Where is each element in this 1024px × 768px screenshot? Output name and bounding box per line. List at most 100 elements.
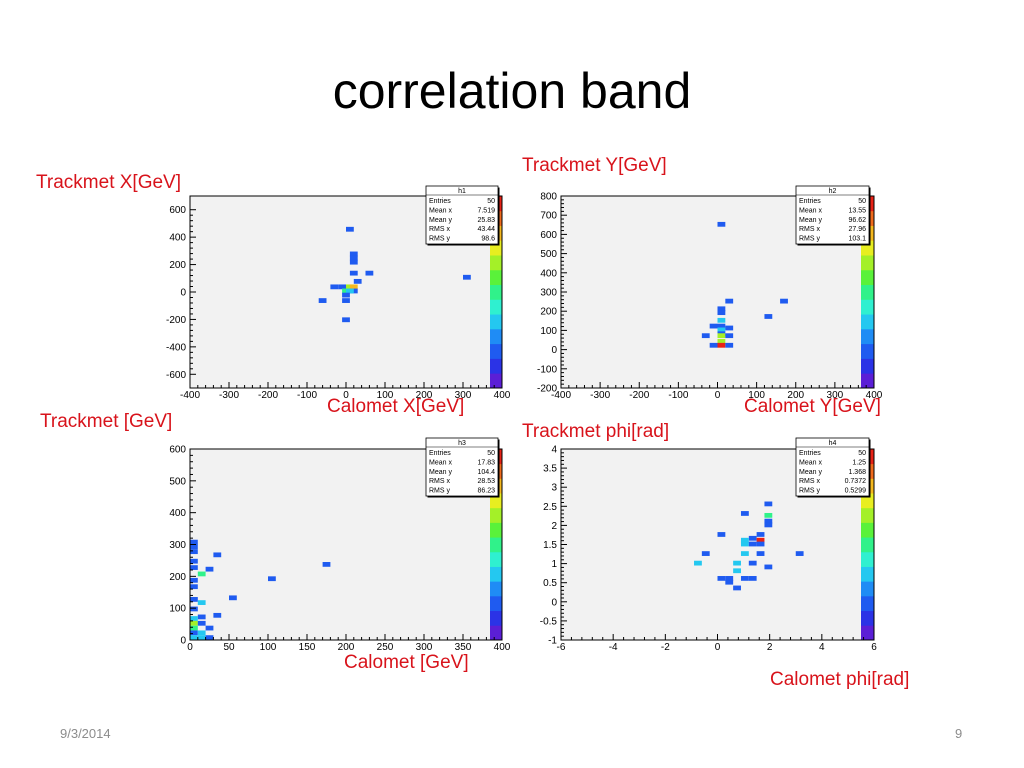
h1-stats-label: Mean x bbox=[429, 207, 452, 214]
h1-bin bbox=[353, 278, 362, 284]
h4-bin bbox=[733, 585, 741, 591]
h3-bin bbox=[190, 544, 198, 550]
h3-bin bbox=[190, 549, 198, 555]
h4-y-tick-label: -0.5 bbox=[540, 616, 558, 627]
h1-y-tick-label: -400 bbox=[166, 342, 186, 353]
h4-bin bbox=[748, 541, 757, 547]
slide-date: 9/3/2014 bbox=[60, 726, 111, 741]
h4-y-tick-label: 3 bbox=[551, 483, 557, 494]
h3-x-tick-label: 200 bbox=[338, 642, 355, 653]
h4-stats-label: RMS y bbox=[799, 488, 821, 495]
h4-palette-bin bbox=[861, 551, 874, 567]
h3-bin bbox=[190, 597, 198, 602]
h3-palette-bin bbox=[490, 537, 502, 553]
h4-bin bbox=[764, 522, 773, 528]
h2-stats-value: 103.1 bbox=[848, 236, 866, 243]
h1-x-tick-label: 200 bbox=[416, 390, 433, 401]
h4-y-tick-label: 4 bbox=[551, 445, 557, 456]
h3-ylabel: Trackmet [GeV] bbox=[40, 411, 173, 432]
h4-bin bbox=[717, 576, 726, 581]
h3-y-tick-label: 500 bbox=[169, 476, 186, 487]
h4-palette-bin bbox=[861, 566, 874, 582]
h3-palette-bin bbox=[490, 595, 502, 612]
h1-stats-box bbox=[425, 185, 499, 245]
h1-y-tick-label: -600 bbox=[166, 370, 186, 381]
h4-bin bbox=[725, 576, 734, 581]
h2-bin bbox=[709, 323, 718, 329]
h3-stats-value: 28.53 bbox=[477, 478, 495, 485]
h1-bin bbox=[463, 274, 471, 280]
h2-bin bbox=[780, 298, 788, 304]
h4-bin bbox=[725, 579, 734, 585]
h1-bin bbox=[318, 298, 327, 303]
h4-bin bbox=[694, 560, 702, 566]
h4-bin bbox=[764, 518, 773, 524]
h4-bin bbox=[748, 535, 757, 541]
h4-bin bbox=[756, 532, 765, 537]
h4-bin bbox=[764, 501, 773, 507]
h1-x-tick-label: -200 bbox=[258, 390, 278, 401]
h1-bin bbox=[338, 284, 346, 290]
h1-palette-bin bbox=[490, 373, 502, 389]
h2-histogram: -400 -300 -200 -100 0 100 200 300 400 -200 -100 0 10… bbox=[537, 185, 883, 401]
h2-palette-bin bbox=[861, 284, 874, 300]
h3-stats-label: RMS y bbox=[429, 488, 451, 495]
h1-x-tick-label: 300 bbox=[455, 390, 472, 401]
h1-stats-label: Mean y bbox=[429, 217, 452, 224]
h3-palette-bin bbox=[490, 551, 502, 567]
h2-bin bbox=[764, 314, 773, 319]
h1-bin bbox=[349, 255, 358, 261]
h1-ylabel: Trackmet X[GeV] bbox=[36, 172, 181, 193]
h3-stats-label: Mean y bbox=[429, 469, 452, 476]
h4-x-tick-label: 0 bbox=[715, 642, 721, 653]
h1-bin bbox=[346, 288, 354, 294]
h1-bin bbox=[349, 270, 358, 276]
h2-y-tick-label: 0 bbox=[551, 345, 557, 356]
h1-stats-value: 50 bbox=[487, 198, 495, 205]
h3-bin bbox=[197, 630, 206, 636]
h4-y-tick-label: 2 bbox=[551, 521, 557, 532]
h3-bin bbox=[190, 565, 198, 570]
h2-palette-bin bbox=[861, 314, 874, 330]
h1-x-tick-label: -100 bbox=[297, 390, 317, 401]
h1-palette-bin bbox=[490, 358, 502, 374]
h3-y-tick-label: 200 bbox=[169, 572, 186, 583]
h4-x-tick-label: -6 bbox=[557, 642, 566, 653]
h4-stats-name: h4 bbox=[829, 440, 837, 447]
h1-palette-bin bbox=[490, 343, 502, 359]
h4-bin bbox=[740, 541, 749, 547]
h1-stats-label: Entries bbox=[429, 198, 451, 205]
h4-y-tick-label: 2.5 bbox=[543, 502, 557, 513]
h4-bin bbox=[740, 551, 749, 556]
h3-stats-label: Mean x bbox=[429, 459, 452, 466]
h3-bin bbox=[190, 635, 198, 640]
h2-stats-label: Entries bbox=[799, 198, 821, 205]
h3-bin bbox=[197, 614, 206, 620]
h4-x-tick-label: -4 bbox=[609, 642, 618, 653]
h4-bin bbox=[701, 551, 710, 556]
h3-bin bbox=[205, 625, 214, 631]
h2-y-tick-label: 600 bbox=[540, 230, 557, 241]
h4-bin bbox=[756, 551, 765, 556]
h4-palette-bin bbox=[861, 625, 874, 641]
h1-y-tick-label: 200 bbox=[169, 260, 186, 271]
h1-stats-name: h1 bbox=[458, 188, 466, 195]
h4-palette-bin bbox=[861, 537, 874, 553]
h3-palette-bin bbox=[490, 566, 502, 582]
h2-stats-value: 13.55 bbox=[848, 207, 866, 214]
h3-bin bbox=[190, 620, 198, 626]
h2-bin bbox=[717, 333, 726, 339]
h3-y-tick-label: 300 bbox=[169, 540, 186, 551]
slide-title: correlation band bbox=[332, 63, 692, 119]
h3-y-tick-label: 600 bbox=[169, 445, 186, 456]
h4-palette-bin bbox=[861, 581, 874, 597]
h1-bin bbox=[330, 284, 339, 290]
h1-bin bbox=[349, 284, 358, 290]
h4-stats-label: Entries bbox=[799, 450, 821, 457]
h2-bin bbox=[717, 323, 726, 329]
h3-stats-value: 104.4 bbox=[477, 469, 495, 476]
h1-stats-value: 43.44 bbox=[477, 226, 495, 233]
h4-histogram: -6 -4 -2 0 2 4 6 -1 -0.5 0 0.5 1 1.5 2 2.5 3 3.5 4 h4 Entri… bbox=[540, 437, 877, 653]
h3-bin bbox=[268, 576, 276, 582]
h3-bin bbox=[205, 566, 214, 572]
